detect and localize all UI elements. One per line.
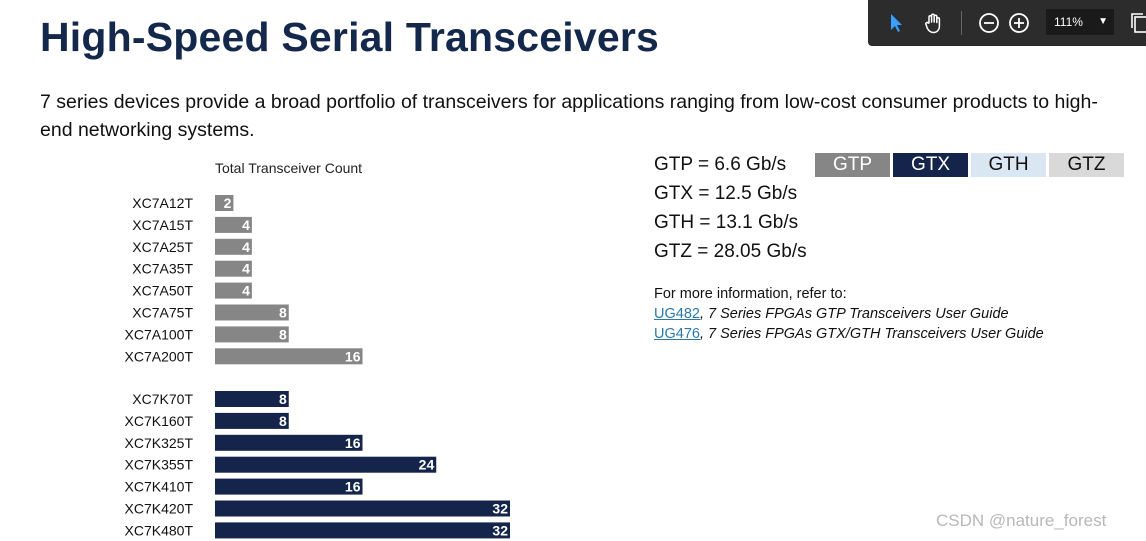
value-label-xc7k420t: 32 [492, 501, 508, 517]
transceiver-bar-chart: XC7A12T 2 XC7A15T 4 XC7A25T 4 XC7A35T 4 XC7A50T 4… [125, 195, 510, 539]
bar-xc7a100t [215, 326, 289, 343]
copy-page-icon[interactable] [1126, 9, 1146, 37]
category-label-xc7a35t: XC7A35T [132, 261, 193, 277]
chevron-down-icon: ▼ [1098, 16, 1108, 27]
speed-gtp: GTP = 6.6 Gb/s [654, 154, 787, 175]
zoom-level-select[interactable]: 111% ▼ [1046, 9, 1114, 35]
bar-xc7a75t [215, 304, 289, 321]
ug476-title: , 7 Series FPGAs GTX/GTH Transceivers Us… [699, 326, 1044, 342]
value-label-xc7k410t: 16 [345, 479, 361, 495]
category-label-xc7k480t: XC7K480T [125, 522, 194, 538]
bar-xc7a12t [215, 195, 234, 211]
zoom-in-icon[interactable] [1005, 9, 1033, 37]
toolbar-separator [961, 11, 962, 35]
speed-gtx: GTX = 12.5 Gb/s [654, 183, 798, 204]
value-label-xc7a75t: 8 [279, 305, 287, 321]
value-label-xc7a200t: 16 [345, 348, 361, 364]
bar-xc7a200t [215, 348, 363, 365]
value-label-xc7k355t: 24 [419, 457, 435, 473]
legend-gtp: GTP [815, 153, 890, 177]
category-label-xc7a100t: XC7A100T [125, 326, 194, 342]
bar-xc7k480t [215, 522, 510, 539]
value-label-xc7a35t: 4 [242, 261, 250, 277]
reference-ug476: UG476, 7 Series FPGAs GTX/GTH Transceive… [654, 324, 1044, 344]
value-label-xc7a15t: 4 [242, 217, 250, 233]
legend-gth: GTH [971, 153, 1046, 177]
ug476-link[interactable]: UG476 [654, 326, 700, 342]
category-label-xc7k355t: XC7K355T [125, 457, 194, 473]
reference-ug482: UG482, 7 Series FPGAs GTP Transceivers U… [654, 304, 1044, 324]
value-label-xc7a100t: 8 [279, 326, 287, 342]
category-label-xc7a200t: XC7A200T [125, 348, 194, 364]
category-label-xc7a75t: XC7A75T [132, 305, 193, 321]
chart-title: Total Transceiver Count [215, 160, 363, 176]
page-subtitle: 7 series devices provide a broad portfol… [40, 91, 1098, 141]
bar-xc7k420t [215, 500, 510, 517]
bar-xc7k160t [215, 412, 289, 429]
category-label-xc7a15t: XC7A15T [132, 217, 193, 233]
more-info: For more information, refer to: UG482, 7… [654, 284, 1044, 344]
select-pointer-icon[interactable] [882, 9, 910, 37]
legend-gtz: GTZ [1049, 153, 1124, 177]
value-label-xc7k160t: 8 [279, 413, 287, 429]
bar-xc7a15t [215, 216, 252, 233]
viewer-toolbar: 111% ▼ [868, 0, 1146, 46]
bar-xc7a50t [215, 282, 252, 299]
zoom-out-icon[interactable] [975, 9, 1003, 37]
watermark: CSDN @nature_forest [936, 511, 1107, 530]
legend-gtx: GTX [893, 153, 968, 177]
category-label-xc7k325t: XC7K325T [125, 435, 194, 451]
hand-tool-icon[interactable] [920, 9, 948, 37]
legend: GTP GTX GTH GTZ [815, 153, 1124, 177]
value-label-xc7k70t: 8 [279, 391, 287, 407]
speed-gth: GTH = 13.1 Gb/s [654, 212, 799, 233]
bar-xc7a25t [215, 238, 252, 255]
value-label-xc7k325t: 16 [345, 435, 361, 451]
bar-xc7a35t [215, 260, 252, 277]
value-label-xc7a12t: 2 [224, 195, 232, 211]
category-label-xc7k160t: XC7K160T [125, 413, 194, 429]
speed-gtz: GTZ = 28.05 Gb/s [654, 241, 807, 262]
value-label-xc7a50t: 4 [242, 283, 250, 299]
ug482-link[interactable]: UG482 [654, 306, 700, 322]
category-label-xc7a25t: XC7A25T [132, 239, 193, 255]
speed-list: GTP = 6.6 Gb/s GTX = 12.5 Gb/s GTH = 13.… [654, 150, 807, 266]
category-label-xc7k410t: XC7K410T [125, 479, 194, 495]
bar-xc7k325t [215, 434, 363, 451]
ug482-title: , 7 Series FPGAs GTP Transceivers User G… [699, 306, 1009, 322]
bar-xc7k70t [215, 391, 289, 407]
more-info-intro: For more information, refer to: [654, 286, 847, 302]
category-label-xc7a12t: XC7A12T [132, 195, 193, 211]
category-label-xc7a50t: XC7A50T [132, 283, 193, 299]
category-label-xc7k70t: XC7K70T [132, 391, 193, 407]
value-label-xc7a25t: 4 [242, 239, 250, 255]
page-title: High-Speed Serial Transceivers [40, 14, 659, 60]
value-label-xc7k480t: 32 [492, 522, 508, 538]
zoom-level-value: 111% [1054, 15, 1083, 29]
category-label-xc7k420t: XC7K420T [125, 501, 194, 517]
bar-xc7k355t [215, 456, 437, 473]
bar-xc7k410t [215, 478, 363, 495]
